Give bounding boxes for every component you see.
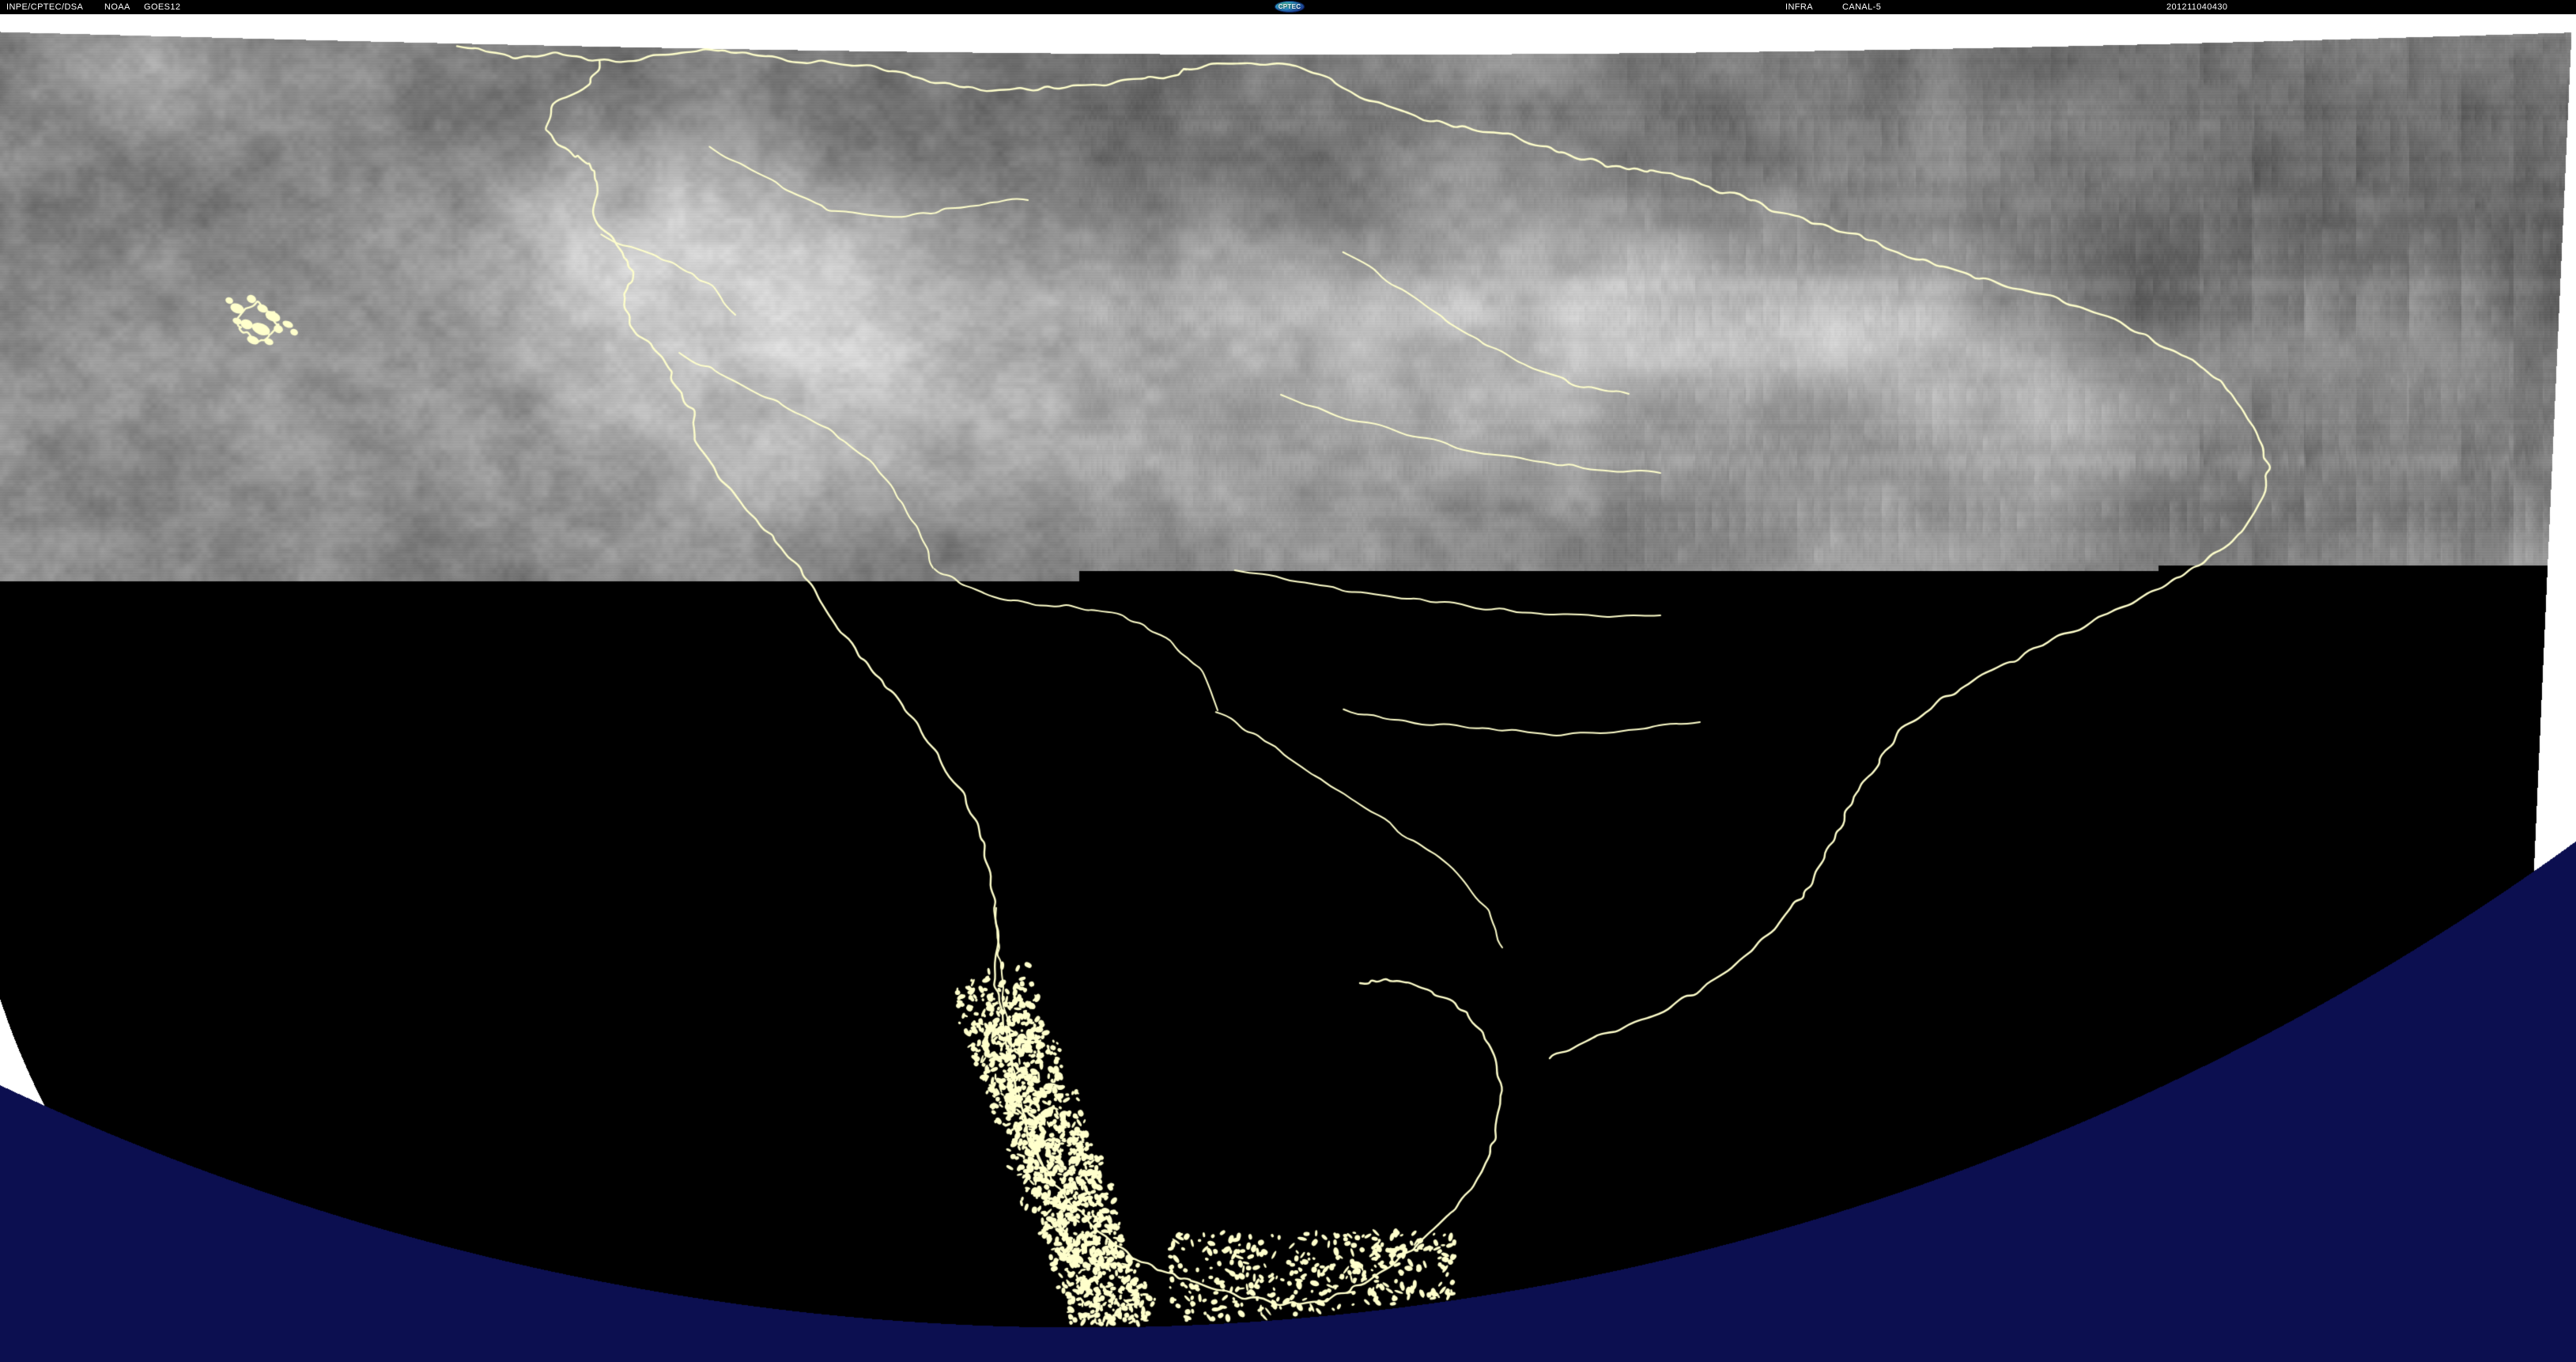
header-bar: INPE/CPTEC/DSA NOAA GOES12 CPTEC INFRA C… bbox=[0, 0, 2576, 14]
infrared-satellite-image bbox=[0, 14, 2576, 1362]
cptec-logo: CPTEC bbox=[1275, 1, 1305, 13]
satellite-image-panel bbox=[0, 14, 2576, 1362]
channel-label: CANAL-5 bbox=[1842, 2, 1882, 12]
timestamp-label: 201211040430 bbox=[2166, 2, 2228, 12]
band-label: INFRA bbox=[1785, 2, 1813, 12]
source-label: NOAA bbox=[104, 2, 130, 12]
cptec-logo-text: CPTEC bbox=[1278, 3, 1301, 10]
agency-label: INPE/CPTEC/DSA bbox=[6, 2, 84, 12]
satellite-label: GOES12 bbox=[144, 2, 181, 12]
